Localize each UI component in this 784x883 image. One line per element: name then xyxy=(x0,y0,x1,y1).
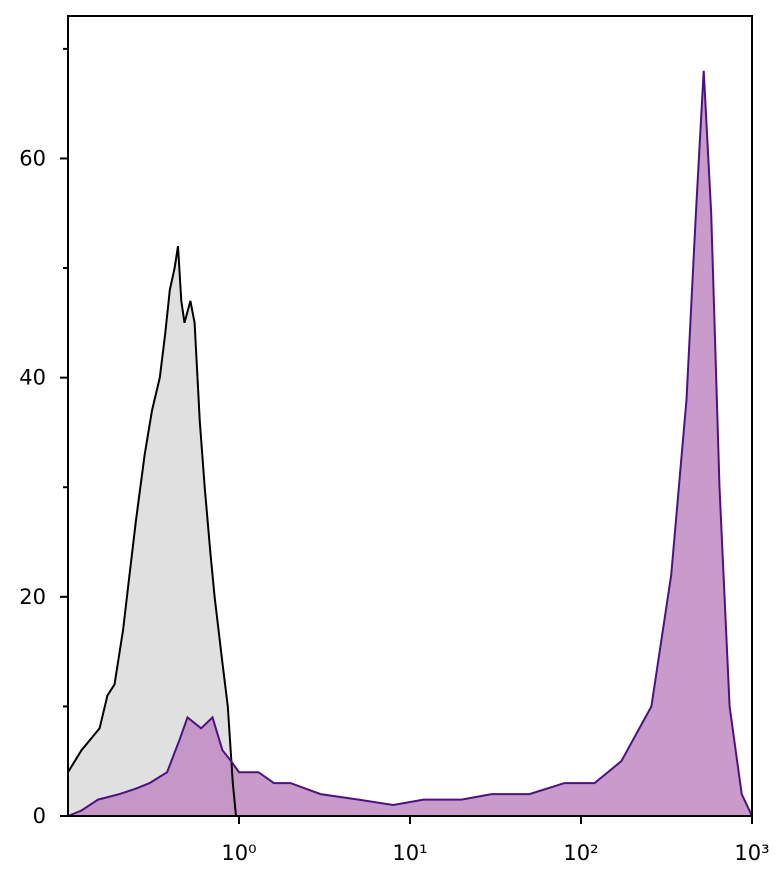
y-tick-label: 0 xyxy=(33,804,46,828)
x-tick-label: 10³ xyxy=(734,841,769,865)
x-tick-label: 10¹ xyxy=(392,841,427,865)
histogram-line xyxy=(67,245,237,817)
y-tick-label: 40 xyxy=(19,366,46,390)
y-tick-label: 60 xyxy=(19,146,46,170)
x-tick-label: 10² xyxy=(563,841,598,865)
histogram-area xyxy=(68,246,236,817)
y-tick-label: 20 xyxy=(19,585,46,609)
x-tick-label: 10⁰ xyxy=(221,841,256,865)
histogram-line xyxy=(67,70,753,817)
histogram-area xyxy=(68,70,752,817)
